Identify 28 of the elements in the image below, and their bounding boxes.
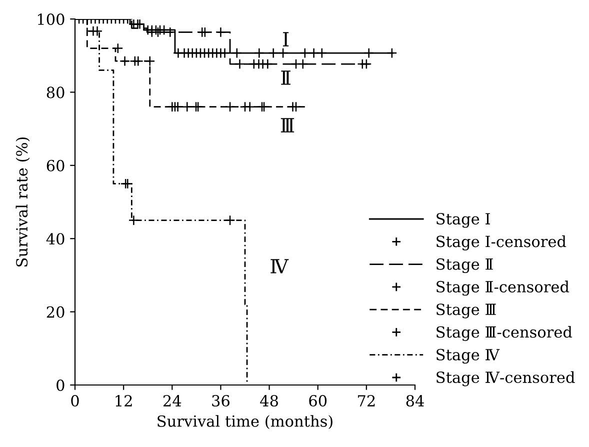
y-tick-label: 40 — [46, 233, 64, 245]
y-tick-label: 20 — [46, 306, 64, 318]
annotation: Ⅲ — [280, 118, 294, 132]
x-tick-label: 36 — [212, 394, 230, 407]
y-tick-label: 0 — [56, 379, 64, 392]
annotation: Ⅰ — [283, 32, 289, 46]
legend-label: Stage Ⅲ-censored — [436, 326, 572, 341]
x-tick-label: 84 — [406, 394, 424, 407]
x-tick-label: 72 — [358, 394, 375, 406]
x-tick-label: 0 — [71, 394, 79, 407]
x-tick-label: 12 — [116, 394, 132, 406]
legend-label: Stage Ⅰ — [436, 213, 490, 228]
legend-label: Stage Ⅱ-censored — [436, 280, 570, 296]
legend-label: Stage Ⅳ — [436, 348, 500, 364]
legend-label: Stage Ⅳ-censored — [436, 371, 575, 386]
y-axis-title: Survival rate (%) — [16, 137, 30, 266]
y-tick-label: 80 — [46, 86, 64, 98]
legend-label: Stage Ⅱ — [436, 258, 493, 274]
x-tick-label: 60 — [309, 394, 327, 407]
legend-label: Stage Ⅲ — [436, 304, 496, 318]
annotation: Ⅱ — [281, 70, 290, 85]
x-tick-label: 24 — [163, 394, 182, 406]
y-tick-label: 100 — [38, 13, 64, 26]
y-tick-label: 60 — [46, 160, 64, 172]
legend-label: Stage Ⅰ-censored — [436, 235, 566, 250]
x-axis-title: Survival time (months) — [158, 415, 332, 430]
annotation: Ⅳ — [270, 259, 289, 274]
x-tick-label: 48 — [260, 394, 278, 407]
